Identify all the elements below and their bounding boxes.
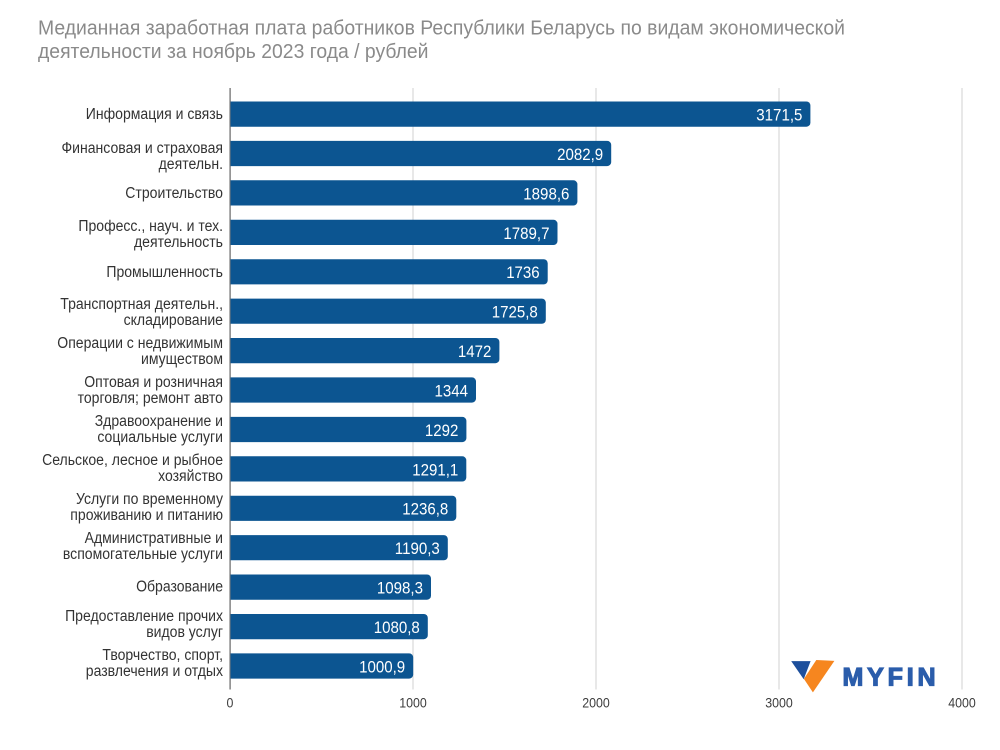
svg-text:Транспортная деятельн.,: Транспортная деятельн., <box>60 296 223 313</box>
svg-text:Финансовая и страховая: Финансовая и страховая <box>62 140 224 157</box>
svg-text:4000: 4000 <box>948 695 976 711</box>
svg-text:1472: 1472 <box>458 342 492 361</box>
svg-text:Административные и: Административные и <box>85 530 223 547</box>
svg-text:1098,3: 1098,3 <box>377 579 423 598</box>
svg-text:торговля; ремонт авто: торговля; ремонт авто <box>78 390 223 407</box>
svg-text:Образование: Образование <box>136 578 223 595</box>
svg-text:1000,9: 1000,9 <box>359 657 405 676</box>
svg-text:Здравоохранение и: Здравоохранение и <box>95 413 223 430</box>
svg-text:3171,5: 3171,5 <box>756 106 802 125</box>
svg-text:Творчество, спорт,: Творчество, спорт, <box>102 647 223 664</box>
svg-text:Оптовая и розничная: Оптовая и розничная <box>84 374 223 391</box>
svg-text:социальные услуги: социальные услуги <box>97 429 223 446</box>
svg-text:Операции с недвижимым: Операции с недвижимым <box>57 335 223 352</box>
svg-text:Медианная заработная плата раб: Медианная заработная плата работников Ре… <box>38 18 845 40</box>
svg-text:0: 0 <box>227 695 234 711</box>
svg-text:развлечения и отдых: развлечения и отдых <box>86 663 223 680</box>
svg-text:2000: 2000 <box>582 695 610 711</box>
svg-text:1736: 1736 <box>506 263 540 282</box>
svg-text:деятельности за ноябрь 2023 го: деятельности за ноябрь 2023 года / рубле… <box>38 41 429 63</box>
svg-text:имуществом: имуществом <box>141 351 223 368</box>
svg-text:1789,7: 1789,7 <box>503 224 549 243</box>
svg-text:Информация и связь: Информация и связь <box>86 106 223 123</box>
svg-text:1000: 1000 <box>399 695 427 711</box>
svg-text:Сельское, лесное и рыбное: Сельское, лесное и рыбное <box>42 452 223 469</box>
svg-text:проживанию и питанию: проживанию и питанию <box>70 507 223 524</box>
svg-text:1190,3: 1190,3 <box>395 539 440 558</box>
svg-text:1080,8: 1080,8 <box>374 618 420 637</box>
svg-text:Промышленность: Промышленность <box>106 264 223 281</box>
svg-text:1236,8: 1236,8 <box>402 500 448 519</box>
svg-text:Строительство: Строительство <box>125 185 223 202</box>
svg-text:деятельн.: деятельн. <box>159 156 223 173</box>
svg-text:деятельность: деятельность <box>134 234 223 251</box>
svg-text:2082,9: 2082,9 <box>557 145 603 164</box>
svg-text:1291,1: 1291,1 <box>412 460 458 479</box>
svg-text:1292: 1292 <box>425 421 459 440</box>
svg-text:хозяйство: хозяйство <box>158 468 223 485</box>
svg-text:Предоставление прочих: Предоставление прочих <box>65 608 223 625</box>
svg-text:1725,8: 1725,8 <box>492 303 538 322</box>
svg-text:складирование: складирование <box>124 312 223 329</box>
svg-text:вспомогательные услуги: вспомогательные услуги <box>63 546 223 563</box>
svg-text:1344: 1344 <box>435 381 469 400</box>
svg-text:видов услуг: видов услуг <box>146 624 223 641</box>
svg-text:Професс., науч. и тех.: Професс., науч. и тех. <box>78 218 223 235</box>
svg-text:1898,6: 1898,6 <box>523 184 569 203</box>
svg-text:MYFIN: MYFIN <box>843 663 936 691</box>
svg-text:3000: 3000 <box>765 695 793 711</box>
svg-text:Услуги по временному: Услуги по временному <box>76 491 223 508</box>
